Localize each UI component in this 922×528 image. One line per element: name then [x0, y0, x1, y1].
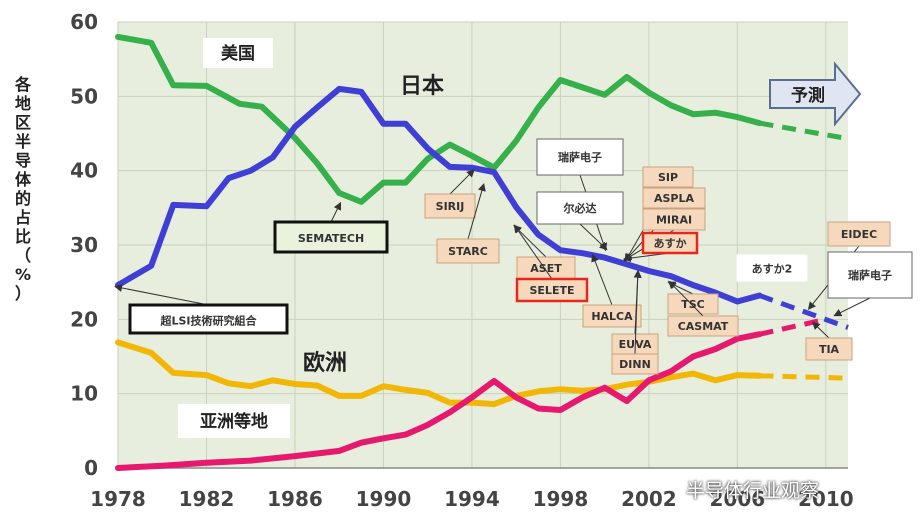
annotation-box [667, 293, 719, 315]
annotation-box [642, 187, 706, 209]
series-line [115, 331, 763, 471]
annotation-label: 尔必达 [563, 201, 597, 215]
annotation-arrow [467, 182, 486, 240]
x-tick-label: 1998 [533, 487, 589, 511]
annotation-arrow [668, 280, 704, 317]
series-line [115, 85, 763, 305]
annotation-label: SEMATECH [298, 232, 364, 245]
annotation-label: TSC [681, 298, 705, 311]
annotation-box [424, 193, 476, 219]
x-tick-label: 1978 [90, 487, 146, 511]
annotation-label: DINN [619, 358, 651, 371]
annotation-label: MIRAI [656, 214, 692, 227]
annotation-arrow [591, 253, 613, 306]
forecast-line [759, 373, 849, 381]
annotation-box [736, 254, 808, 282]
forecast-line [758, 293, 849, 330]
watermark: 半导体行业观察 [686, 480, 820, 502]
forecast-label: 予測 [791, 85, 825, 106]
y-axis-label: 各地区半导体的占比（%） [14, 75, 32, 303]
annotation-box [515, 277, 589, 303]
annotation-label: 瑞萨电子 [558, 150, 602, 164]
annotation-label: 瑞萨电子 [848, 268, 892, 282]
annotation-arrow [633, 269, 642, 355]
annotation-box [827, 251, 913, 299]
annotation-arrow [513, 224, 553, 280]
annotation-label: HALCA [591, 310, 633, 323]
x-tick-label: 1994 [444, 487, 500, 511]
annotation-label: 超LSI技術研究組合 [159, 313, 257, 327]
annotation-arrow [114, 284, 209, 306]
annotation-arrow [449, 169, 475, 195]
annotation-label: ASET [530, 262, 562, 275]
annotation-box [641, 231, 699, 255]
annotation-label: EIDEC [841, 228, 877, 241]
annotation-box [805, 337, 853, 361]
y-tick-label: 20 [70, 307, 98, 331]
annotation-arrow [330, 201, 342, 223]
y-tick-label: 50 [70, 84, 98, 108]
annotation-box [273, 220, 389, 254]
axis-ticks: 0 10 20 30 40 50 60 1978 1982 1986 1990 1994 1998 200… [70, 10, 854, 511]
x-tick-label: 1990 [356, 487, 412, 511]
annotation-box [642, 208, 706, 231]
region-label: 欧洲 [303, 350, 347, 376]
y-tick-label: 0 [84, 456, 98, 480]
region-label: 美国 [221, 43, 255, 64]
annotation-box [667, 315, 739, 337]
annotation-box [827, 221, 891, 247]
forecast-arrow-shape [769, 61, 862, 127]
region-label: 日本 [400, 74, 444, 99]
annotation-arrow [579, 223, 608, 251]
annotation-label: あすか [654, 237, 687, 250]
series-line [115, 33, 763, 205]
annotation-label: CASMAT [678, 320, 729, 333]
annotation-box [536, 191, 624, 225]
annotation-label: ASPLA [654, 192, 695, 205]
annotation-label: SIP [658, 171, 678, 184]
annotation-label: あすか2 [752, 263, 793, 276]
x-tick-label: 1982 [179, 487, 235, 511]
y-tick-label: 40 [70, 159, 98, 183]
region-label-bg [178, 404, 290, 438]
annotations: 超LSI技術研究組合 SEMATECH SIRIJ STARC ASET SELETE 瑞萨… [114, 138, 913, 375]
annotation-label: STARC [448, 245, 488, 258]
annotation-box [536, 138, 624, 176]
annotation-box [642, 166, 694, 188]
region-label: 亚洲等地 [200, 411, 268, 432]
x-tick-label: 2006 [710, 487, 766, 511]
x-tick-label: 2002 [621, 487, 677, 511]
forecast-line [759, 120, 849, 142]
y-tick-label: 10 [70, 382, 98, 406]
annotation-arrow [811, 321, 830, 339]
annotation-label: TIA [819, 343, 840, 356]
annotation-label: SELETE [530, 284, 575, 297]
annotation-box [436, 238, 500, 264]
y-tick-label: 60 [70, 10, 98, 34]
x-tick-label: 1986 [267, 487, 323, 511]
region-label-bg [203, 38, 273, 68]
annotation-box [611, 353, 659, 375]
annotation-label: SIRIJ [436, 200, 465, 213]
y-tick-label: 30 [70, 233, 98, 257]
series-layer [115, 33, 849, 471]
x-tick-label: 2010 [798, 487, 854, 511]
forecast-arrow: 予測 [769, 61, 862, 127]
annotation-arrow [833, 297, 871, 317]
annotation-box [582, 304, 642, 328]
annotation-box [128, 303, 289, 335]
